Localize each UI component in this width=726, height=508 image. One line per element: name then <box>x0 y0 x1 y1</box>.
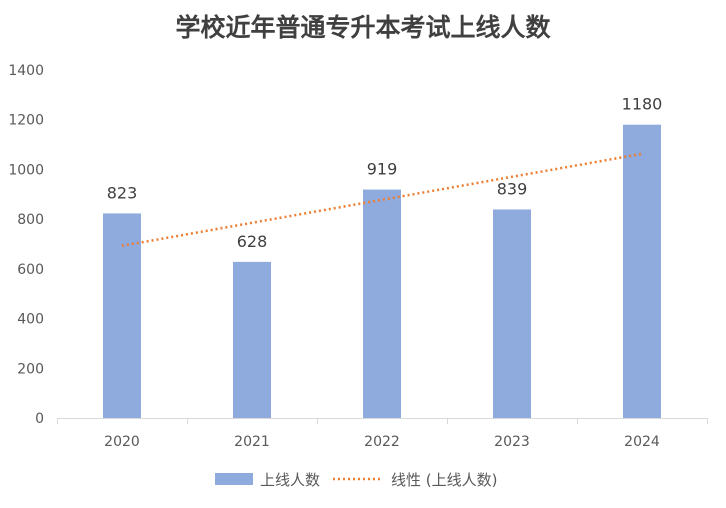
bar <box>493 209 531 418</box>
y-tick-label: 400 <box>17 312 44 328</box>
bar <box>233 261 271 418</box>
data-label: 823 <box>107 183 138 202</box>
data-label: 919 <box>367 160 398 179</box>
x-tick-label: 2020 <box>104 434 140 450</box>
bar <box>103 213 141 418</box>
bar <box>623 124 661 418</box>
legend-bar-swatch <box>215 473 253 485</box>
x-tick-label: 2021 <box>234 434 270 450</box>
y-tick-label: 200 <box>17 361 44 377</box>
legend-bar-label: 上线人数 <box>260 471 320 489</box>
data-label: 839 <box>497 179 528 198</box>
y-tick-label: 1400 <box>8 63 44 79</box>
chart-title: 学校近年普通专升本考试上线人数 <box>175 13 551 42</box>
legend-trend-label: 线性 (上线人数) <box>391 471 497 489</box>
trendline <box>121 152 643 248</box>
y-tick-label: 600 <box>17 262 44 278</box>
y-tick-label: 1200 <box>8 113 44 129</box>
data-label: 628 <box>237 232 268 251</box>
x-tick-label: 2024 <box>624 434 660 450</box>
x-tick-label: 2022 <box>364 434 400 450</box>
data-label: 1180 <box>622 95 663 114</box>
bar <box>363 189 401 418</box>
y-tick-label: 800 <box>17 212 44 228</box>
y-tick-label: 0 <box>35 411 44 427</box>
y-tick-label: 1000 <box>8 162 44 178</box>
x-tick-label: 2023 <box>494 434 530 450</box>
